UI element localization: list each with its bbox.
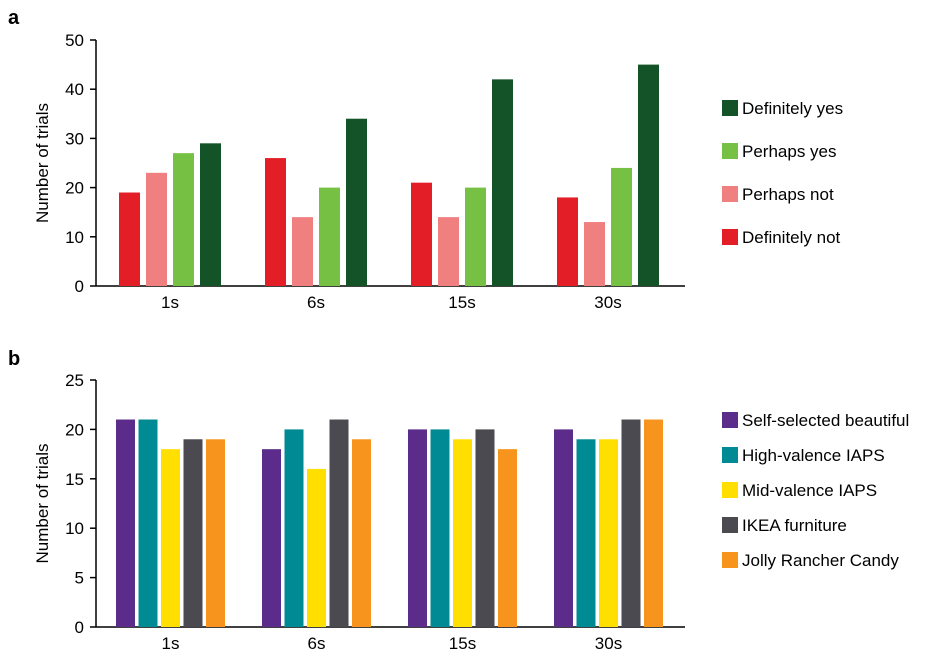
bar-30s-ikea-furniture [621,419,641,627]
legend-swatch [722,552,738,568]
legend-label: Definitely yes [742,99,843,118]
legend-label: High-valence IAPS [742,446,885,465]
bar-30s-high-valence-iaps [576,439,596,627]
legend-label: Self-selected beautiful [742,411,909,430]
bar-15s-self-selected-beautiful [408,429,427,627]
bar-6s-high-valence-iaps [284,429,304,627]
bar-15s-perhaps-not [438,217,459,286]
bar-15s-high-valence-iaps [430,429,450,627]
bar-1s-self-selected-beautiful [116,419,135,627]
legend-swatch [722,517,738,533]
y-tick-label: 10 [65,519,84,538]
y-tick-label: 10 [65,228,84,247]
bar-6s-perhaps-not [292,217,313,286]
y-tick-label: 40 [65,80,84,99]
legend-label: Jolly Rancher Candy [742,551,899,570]
x-tick-label: 30s [595,634,622,653]
bar-1s-mid-valence-iaps [161,449,180,627]
y-tick-label: 0 [75,277,84,296]
bar-30s-perhaps-yes [611,167,632,286]
bar-15s-jolly-rancher-candy [498,449,517,627]
bar-1s-jolly-rancher-candy [206,439,225,627]
legend-swatch [722,482,738,498]
bar-6s-self-selected-beautiful [262,449,281,627]
bar-1s-high-valence-iaps [138,419,158,627]
bar-1s-perhaps-yes [173,153,194,286]
legend-label: Perhaps not [742,185,834,204]
bar-1s-definitely-not [119,192,140,286]
chart-panel-b: b 0 5 10 15 20 25 Number of trials 1s 6s 15s 30s Sel… [8,348,909,653]
bar-30s-mid-valence-iaps [599,439,618,627]
panel-label: b [8,348,20,370]
chart-panel-a: a 0 10 20 30 40 50 Number of trials 1s 6s 15s 30s De… [8,7,843,312]
y-tick-label: 0 [75,618,84,637]
x-tick-label: 15s [449,634,476,653]
bar-30s-definitely-yes [638,64,659,286]
legend-swatch [722,447,738,463]
bar-6s-ikea-furniture [329,419,349,627]
x-tick-label: 30s [594,293,621,312]
x-tick-label: 1s [161,293,179,312]
legend-swatch [722,143,738,159]
legend-label: IKEA furniture [742,516,847,535]
bar-30s-definitely-not [557,197,578,286]
y-tick-label: 20 [65,179,84,198]
legend-swatch [722,229,738,245]
legend-label: Definitely not [742,228,841,247]
legend-label: Perhaps yes [742,142,837,161]
bar-6s-jolly-rancher-candy [352,439,371,627]
bar-15s-perhaps-yes [465,187,486,286]
x-tick-label: 15s [448,293,475,312]
y-tick-label: 30 [65,129,84,148]
bar-30s-self-selected-beautiful [554,429,573,627]
bar-1s-perhaps-not [146,172,167,286]
bar-15s-mid-valence-iaps [453,439,472,627]
panel-label: a [8,7,20,29]
bar-1s-ikea-furniture [183,439,203,627]
x-tick-label: 6s [308,634,326,653]
bar-15s-definitely-yes [492,79,513,286]
bar-6s-definitely-yes [346,118,367,286]
bar-30s-jolly-rancher-candy [644,419,663,627]
y-axis-title: Number of trials [33,444,52,564]
x-tick-label: 1s [162,634,180,653]
y-tick-label: 5 [75,569,84,588]
y-tick-label: 25 [65,371,84,390]
y-tick-label: 15 [65,470,84,489]
legend-label: Mid-valence IAPS [742,481,877,500]
y-axis-title: Number of trials [33,103,52,223]
x-tick-label: 6s [307,293,325,312]
bar-30s-perhaps-not [584,222,605,286]
legend-swatch [722,100,738,116]
y-tick-label: 50 [65,31,84,50]
bar-1s-definitely-yes [200,143,221,286]
bar-6s-definitely-not [265,158,286,286]
legend-swatch [722,186,738,202]
bar-15s-ikea-furniture [475,429,495,627]
legend-swatch [722,412,738,428]
bar-15s-definitely-not [411,182,432,286]
y-tick-label: 20 [65,420,84,439]
bar-6s-mid-valence-iaps [307,468,326,627]
bar-6s-perhaps-yes [319,187,340,286]
